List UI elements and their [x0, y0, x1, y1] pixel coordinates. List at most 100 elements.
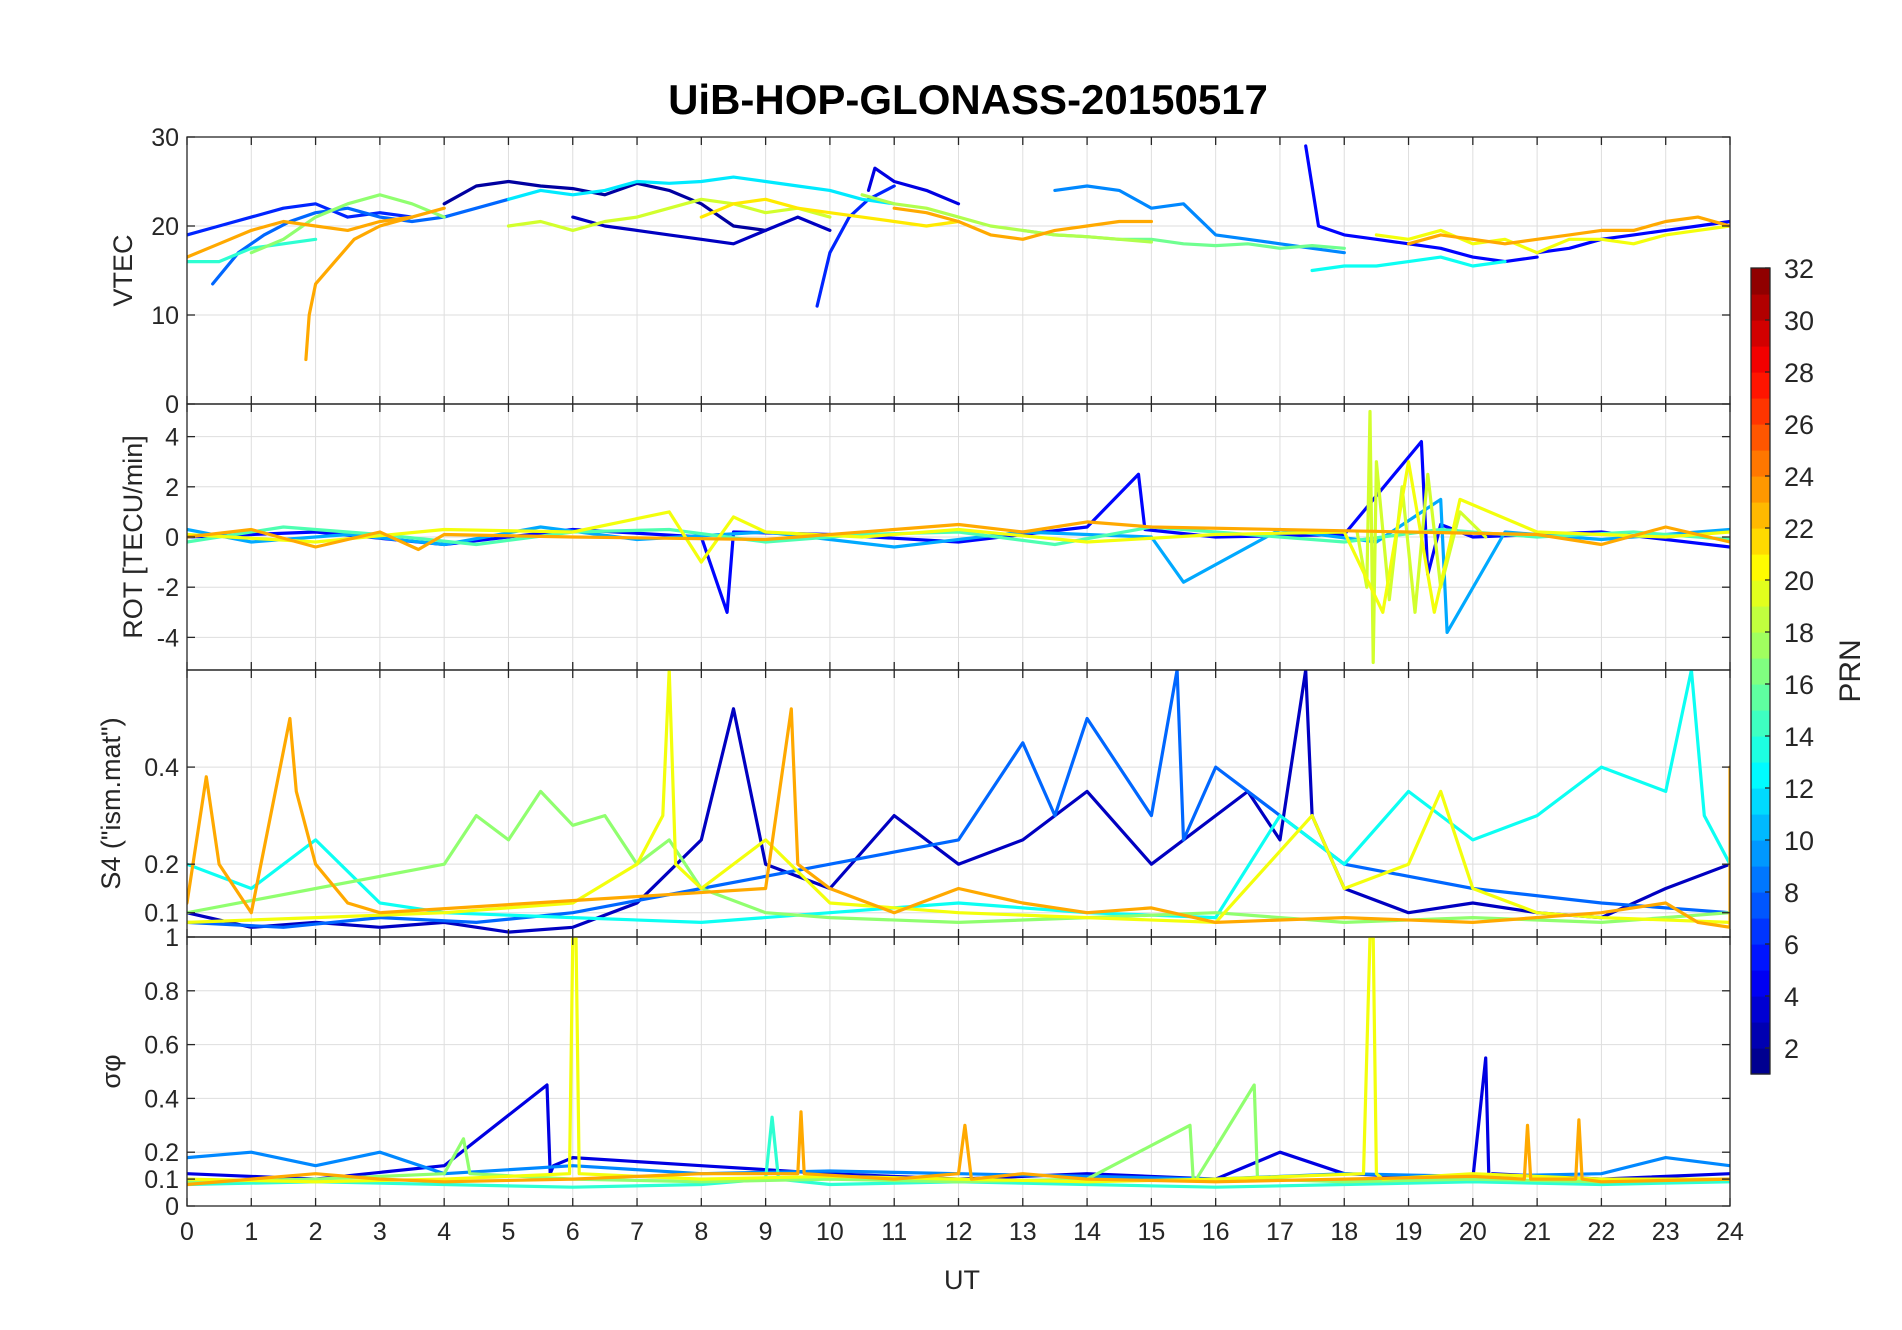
x-tick-label: 22 [1588, 1218, 1616, 1246]
series-prn-8-7 [211, 197, 511, 286]
y-tick-label: -4 [157, 624, 179, 652]
series-prn-3-1 [571, 215, 832, 246]
colorbar-segment [1751, 736, 1770, 763]
colorbar-segment [1751, 294, 1770, 321]
colorbar-segment [1751, 580, 1770, 607]
series-prn-23-5 [187, 520, 1730, 552]
x-tick-label: 21 [1523, 1218, 1551, 1246]
panel-rot: -4 -2 0 2 4 ROT [TECU/min] [118, 403, 1731, 671]
colorbar-segment [1751, 892, 1770, 919]
series-prn-12-9 [506, 175, 896, 206]
colorbar-tick-label: 28 [1784, 358, 1814, 388]
x-tick-label: 8 [694, 1218, 708, 1246]
x-tick-label: 16 [1202, 1218, 1230, 1246]
colorbar-segment [1751, 424, 1770, 451]
x-tick-label: 15 [1137, 1218, 1165, 1246]
x-tick-label: 10 [816, 1218, 844, 1246]
chart-title: UiB-HOP-GLONASS-20150517 [668, 76, 1268, 123]
y-tick-label: 0.2 [144, 851, 179, 879]
y-tick-label: -2 [157, 574, 179, 602]
x-tick-label: 2 [309, 1218, 323, 1246]
y-tick-label: 0 [165, 391, 179, 419]
colorbar-segment [1751, 866, 1770, 893]
series-prn-23-5 [187, 707, 1730, 929]
colorbar-segment [1751, 788, 1770, 815]
y-tick-label: 10 [151, 302, 179, 330]
colorbar-tick-label: 12 [1784, 774, 1814, 804]
y-axis-label-s4: S4 ("ism.mat") [96, 717, 126, 889]
y-tick-label: 0.1 [144, 1166, 179, 1194]
colorbar-tick-label: 10 [1784, 826, 1814, 856]
y-tick-label: 0.2 [144, 1139, 179, 1167]
series-prn-5-4 [1535, 219, 1730, 255]
series-prn-23-21 [1406, 215, 1730, 246]
colorbar-segment [1751, 710, 1770, 737]
series-group-s4 [187, 670, 1730, 934]
x-tick-label: 14 [1073, 1218, 1101, 1246]
colorbar-segment [1751, 996, 1770, 1023]
colorbar-segment [1751, 528, 1770, 555]
colorbar-tick-label: 4 [1784, 982, 1799, 1012]
x-tick-label: 9 [759, 1218, 773, 1246]
colorbar-tick-label: 14 [1784, 722, 1814, 752]
colorbar-tick-label: 20 [1784, 566, 1814, 596]
x-tick-label: 11 [881, 1218, 907, 1246]
y-axis-label-rot: ROT [TECU/min] [118, 435, 148, 639]
x-tick-label: 5 [502, 1218, 516, 1246]
y-tick-label: 0.1 [144, 900, 179, 928]
y-tick-label: 20 [151, 213, 179, 241]
series-prn-20-4 [187, 460, 1730, 614]
x-tick-label: 6 [566, 1218, 580, 1246]
x-tick-label: 24 [1716, 1218, 1744, 1246]
series-prn-14-11 [187, 237, 318, 264]
colorbar-frame [1750, 267, 1771, 1075]
series-prn-17-13 [249, 193, 446, 255]
panel-s4: 0.1 0.2 0.4 S4 ("ism.mat") [96, 669, 1731, 938]
series-prn-17-3 [187, 789, 1730, 925]
colorbar-segment [1751, 346, 1770, 373]
x-tick-label: 23 [1652, 1218, 1680, 1246]
y-axis-label-vtec: VTEC [108, 234, 138, 306]
colorbar-segment [1751, 398, 1770, 425]
colorbar-tick-label: 2 [1784, 1034, 1799, 1064]
colorbar-segment [1751, 814, 1770, 841]
colorbar-segment [1751, 372, 1770, 399]
series-prn-18-14 [860, 193, 1154, 244]
x-tick-label: 0 [180, 1218, 194, 1246]
y-tick-label: 0 [165, 524, 179, 552]
x-tick-label: 1 [244, 1218, 258, 1246]
y-tick-label: 0.4 [144, 1085, 179, 1113]
series-prn-14-2 [187, 1115, 1730, 1189]
colorbar-tick-label: 6 [1784, 930, 1799, 960]
series-group-rot [187, 409, 1730, 665]
colorbar-segment [1751, 762, 1770, 789]
series-group-vtec [187, 144, 1730, 362]
x-tick-label: 13 [1009, 1218, 1037, 1246]
series-prn-20-16 [1374, 224, 1730, 255]
colorbar-tick-label: 30 [1784, 306, 1814, 336]
panel-sigma: 00.10.2 0.4 0.6 0.8 1 σφ [96, 924, 1731, 1221]
y-tick-label: 0.4 [144, 754, 179, 782]
x-tick-label: 19 [1395, 1218, 1423, 1246]
series-prn-6-5 [815, 184, 896, 308]
x-tick-label: 3 [373, 1218, 387, 1246]
colorbar-segment [1751, 944, 1770, 971]
colorbar-tick-label: 32 [1784, 254, 1814, 284]
series-prn-13-2 [187, 670, 1730, 925]
y-tick-label: 0.8 [144, 978, 179, 1006]
colorbar-segment [1751, 1048, 1770, 1075]
y-tick-label: 0 [165, 1193, 179, 1221]
series-prn-3-0 [187, 670, 1730, 934]
colorbar-tick-label: 24 [1784, 462, 1814, 492]
colorbar-segment [1751, 450, 1770, 477]
x-axis-label: UT [944, 1265, 980, 1295]
x-tick-label: 7 [630, 1218, 644, 1246]
series-prn-23-20 [892, 206, 1154, 241]
colorbar-segment [1751, 606, 1770, 633]
colorbar-segment [1751, 1022, 1770, 1049]
series-prn-6-6 [187, 202, 414, 237]
colorbar-segment [1751, 684, 1770, 711]
colorbar-segment [1751, 476, 1770, 503]
